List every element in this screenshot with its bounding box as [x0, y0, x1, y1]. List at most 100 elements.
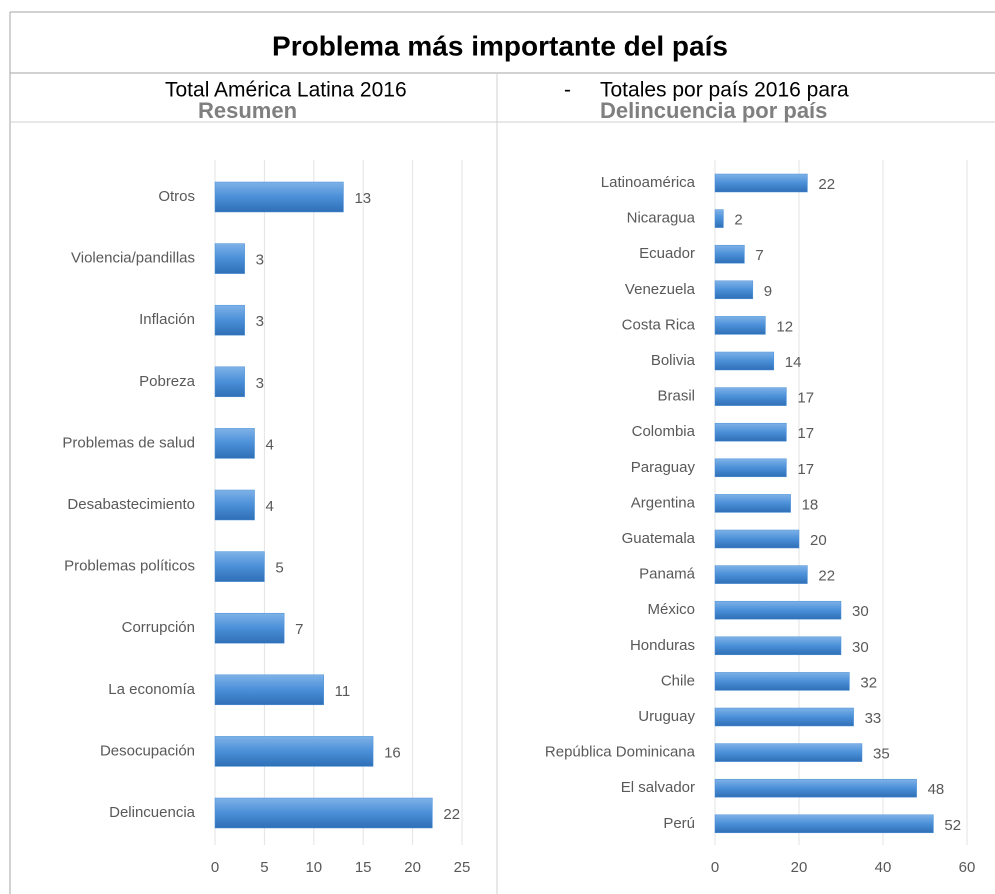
y-tick-label: Venezuela	[625, 281, 696, 298]
y-tick-label: Corrupción	[122, 619, 195, 636]
x-tick-label: 25	[454, 859, 471, 876]
bar	[714, 494, 791, 513]
bar	[214, 304, 245, 336]
subtitle-left: Total América Latina 2016	[165, 79, 407, 102]
y-tick-label: Colombia	[632, 423, 696, 440]
data-label: 52	[944, 817, 961, 834]
data-label: 17	[797, 461, 814, 478]
y-tick-label: La economía	[108, 681, 195, 698]
y-tick-label: Latinoamérica	[601, 174, 696, 191]
x-tick-label: 0	[211, 859, 219, 876]
frame	[9, 11, 995, 894]
y-tick-label: Desocupación	[100, 742, 195, 759]
data-label: 3	[256, 252, 264, 269]
bar	[214, 181, 344, 213]
bar	[214, 736, 374, 767]
bar	[714, 173, 808, 193]
data-label: 33	[865, 710, 882, 727]
bar	[214, 797, 433, 829]
data-label: 3	[256, 375, 264, 392]
page-title: Problema más importante del país	[272, 30, 728, 61]
separator: -	[564, 79, 571, 102]
data-label: 4	[266, 436, 274, 453]
y-tick-label: Pobreza	[139, 373, 196, 390]
data-label: 35	[873, 746, 890, 763]
x-tick-label: 20	[791, 859, 808, 876]
y-tick-label: Uruguay	[638, 708, 695, 725]
y-tick-label: Chile	[661, 672, 695, 689]
y-tick-label: Argentina	[631, 494, 696, 511]
data-label: 18	[802, 496, 819, 513]
bar	[714, 814, 934, 834]
data-label: 22	[443, 806, 460, 823]
bar	[714, 351, 775, 371]
y-tick-label: El salvador	[621, 779, 695, 796]
bar	[214, 674, 324, 706]
data-label: 9	[764, 283, 772, 300]
x-tick-label: 0	[711, 859, 719, 876]
y-tick-label: Inflación	[139, 311, 195, 328]
bar	[214, 243, 245, 274]
x-tick-label: 15	[355, 859, 372, 876]
bar	[714, 209, 724, 228]
bar	[714, 529, 800, 549]
y-tick-label: Panamá	[639, 566, 696, 583]
bar	[714, 600, 842, 620]
data-label: 3	[256, 313, 264, 330]
data-label: 14	[785, 354, 802, 371]
bar	[714, 387, 787, 406]
y-tick-label: Problemas políticos	[64, 558, 195, 575]
y-tick-label: Honduras	[630, 637, 695, 654]
data-label: 30	[852, 639, 869, 656]
y-tick-label: Desabastecimiento	[67, 496, 195, 513]
bar	[214, 489, 255, 521]
bar	[714, 458, 787, 478]
data-label: 4	[266, 498, 274, 515]
y-tick-label: Perú	[663, 815, 695, 832]
bar	[214, 612, 285, 644]
x-tick-label: 5	[260, 859, 268, 876]
y-tick-label: Bolivia	[651, 352, 696, 369]
x-tick-label: 40	[875, 859, 892, 876]
x-tick-label: 10	[305, 859, 322, 876]
y-tick-label: Paraguay	[631, 459, 696, 476]
data-label: 30	[852, 603, 869, 620]
data-label: 7	[755, 247, 763, 264]
y-tick-label: Violencia/pandillas	[71, 250, 195, 267]
y-tick-label: Delincuencia	[109, 804, 196, 821]
bar	[714, 244, 745, 264]
data-label: 32	[860, 674, 877, 691]
chart-title: Resumen	[198, 98, 297, 123]
y-tick-label: México	[647, 601, 695, 618]
data-label: 13	[354, 190, 371, 207]
y-tick-label: Guatemala	[622, 530, 696, 547]
bar	[214, 551, 265, 582]
data-label: 12	[776, 318, 793, 335]
y-tick-label: Problemas de salud	[62, 434, 195, 451]
data-label: 22	[818, 568, 835, 585]
y-tick-label: Otros	[158, 188, 195, 205]
data-label: 48	[928, 781, 945, 798]
bar	[714, 672, 850, 691]
data-label: 11	[335, 683, 351, 700]
data-label: 20	[810, 532, 827, 549]
data-label: 17	[797, 390, 814, 407]
x-tick-label: 20	[404, 859, 421, 876]
data-label: 22	[818, 176, 835, 193]
y-tick-label: Brasil	[657, 388, 695, 405]
y-tick-label: Nicaragua	[627, 210, 696, 227]
data-label: 5	[275, 560, 283, 577]
bar	[714, 280, 754, 300]
bar	[714, 707, 854, 727]
bar	[714, 316, 766, 335]
subtitle-right: Totales por país 2016 para	[600, 79, 849, 102]
data-label: 2	[734, 212, 742, 229]
y-tick-label: Ecuador	[639, 245, 695, 262]
bar	[714, 636, 842, 656]
bar	[714, 743, 863, 762]
bar	[714, 565, 808, 584]
y-tick-label: República Dominicana	[545, 744, 696, 761]
bar	[714, 778, 917, 798]
bar	[714, 422, 787, 442]
